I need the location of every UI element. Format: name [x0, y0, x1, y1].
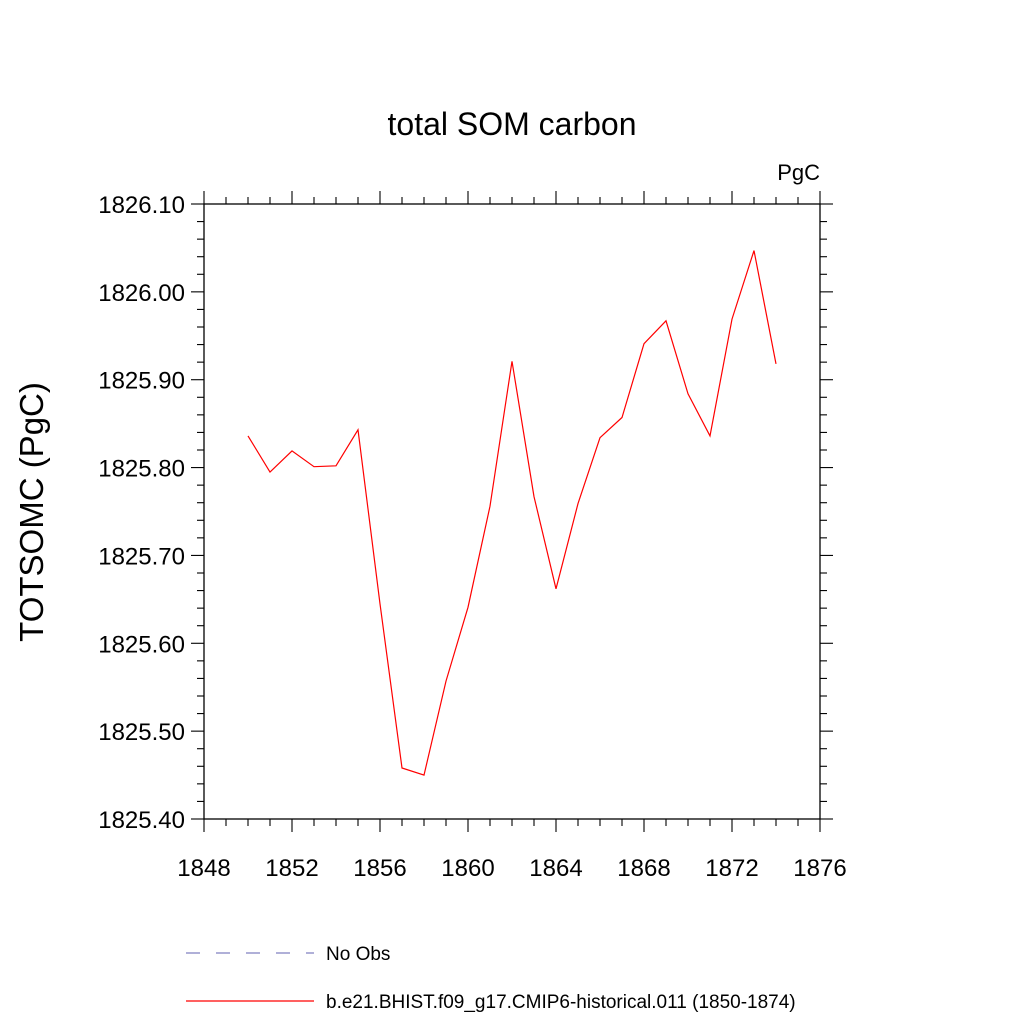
- x-tick-labels: 1848 1852 1856 1860 1864 1868 1872 1876: [177, 855, 846, 882]
- y-tick-label: 1825.60: [98, 631, 185, 658]
- chart-title: total SOM carbon: [388, 106, 637, 142]
- legend: No Obs b.e21.BHIST.f09_g17.CMIP6-histori…: [186, 944, 796, 1013]
- x-tick-label: 1876: [793, 855, 846, 882]
- y-tick-label: 1825.90: [98, 368, 185, 395]
- axis-ticks: [191, 191, 833, 832]
- x-tick-label: 1872: [705, 855, 758, 882]
- legend-label-historical: b.e21.BHIST.f09_g17.CMIP6-historical.011…: [326, 992, 796, 1013]
- legend-label-no-obs: No Obs: [326, 944, 390, 965]
- x-tick-label: 1868: [617, 855, 670, 882]
- x-tick-label: 1852: [265, 855, 318, 882]
- y-axis-label: TOTSOMC (PgC): [13, 382, 50, 642]
- x-tick-label: 1848: [177, 855, 230, 882]
- y-tick-labels: 1825.40 1825.50 1825.60 1825.70 1825.80 1825.…: [98, 192, 185, 834]
- units-label: PgC: [777, 160, 820, 185]
- y-tick-label: 1825.40: [98, 807, 185, 834]
- x-tick-label: 1856: [353, 855, 406, 882]
- series-lines: [247, 250, 777, 776]
- y-tick-label: 1825.70: [98, 543, 185, 570]
- x-tick-label: 1860: [441, 855, 494, 882]
- y-tick-label: 1825.80: [98, 456, 185, 483]
- plot-frame: [203, 203, 821, 820]
- y-tick-label: 1826.00: [98, 280, 185, 307]
- y-tick-label: 1826.10: [98, 192, 185, 219]
- y-tick-label: 1825.50: [98, 719, 185, 746]
- series-line-0: [247, 250, 777, 776]
- x-tick-label: 1864: [529, 855, 582, 882]
